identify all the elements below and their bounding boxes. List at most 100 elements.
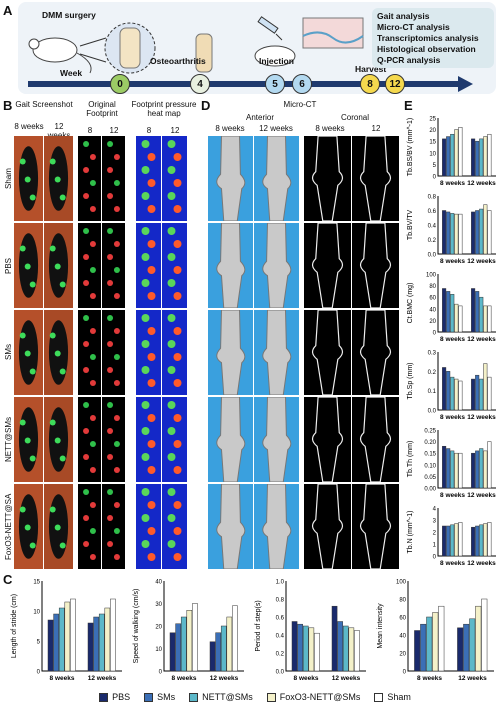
microct-anterior-drawing [262, 397, 292, 482]
gait-screenshot-image [44, 223, 73, 308]
gait-screenshot-image [14, 310, 43, 395]
bar [487, 441, 492, 489]
legend-swatch [374, 692, 384, 702]
microct-anterior-image [254, 223, 299, 308]
microct-coronal-drawing [359, 310, 392, 395]
x-tick-label: 12 weeks [467, 180, 496, 187]
bar [483, 523, 488, 557]
heatmap-image [162, 310, 187, 395]
legend-item: NETT@SMs [189, 692, 253, 702]
bar [483, 363, 488, 411]
bar [475, 525, 480, 557]
dmm-surgery-label: DMM surgery [42, 10, 96, 20]
x-tick-label: 12 weeks [458, 675, 487, 682]
heatmap-drawing [141, 314, 156, 387]
heatmap-drawing [141, 488, 156, 561]
microct-coronal-image [304, 136, 351, 221]
microct-anterior-image [254, 136, 299, 221]
y-tick-label: 20 [399, 652, 406, 658]
legend-swatch [144, 692, 154, 702]
week-marker-12: 12 [385, 74, 405, 94]
microct-anterior-image [254, 310, 299, 395]
gait-screenshot-drawing [18, 494, 39, 559]
y-tick-label: 2 [433, 531, 437, 537]
gait-screenshot-drawing [18, 407, 39, 472]
y-tick-label: 3 [433, 519, 437, 525]
x-tick-label: 8 weeks [440, 492, 465, 499]
legend: PBS SMs NETT@SMs FoxO3-NETT@SMs Sham [10, 690, 500, 704]
bar [487, 133, 492, 177]
sub-header: 8 [87, 126, 93, 135]
bar [58, 607, 65, 672]
microct-coronal-drawing [359, 223, 392, 308]
bar [308, 627, 315, 672]
y-tick-label: 30 [155, 602, 162, 608]
y-tick-label: 0.0 [276, 670, 285, 676]
y-tick-label: 0 [433, 175, 437, 181]
bar-chart-1: Speed of walking (cm/s) 0 10 20 30 40 8 weeks 1… [133, 580, 244, 682]
x-tick-label: 8 weeks [440, 336, 465, 343]
analysis-list: Gait analysis Micro-CT analysis Transcri… [372, 8, 494, 68]
y-tick-label: 20 [429, 128, 436, 134]
bar [471, 288, 476, 333]
bar [450, 524, 455, 557]
y-axis-label: Length of stride (cm) [11, 594, 18, 658]
x-tick-label: 8 weeks [440, 180, 465, 187]
sub-header: 12 [170, 126, 180, 135]
microct-anterior-drawing [216, 136, 246, 221]
microct-anterior-drawing [216, 310, 246, 395]
bar [454, 523, 459, 557]
y-tick-label: 0.6 [428, 209, 437, 215]
microct-coronal-image [304, 223, 351, 308]
footprint-drawing [83, 489, 96, 560]
y-tick-label: 0.4 [276, 634, 285, 640]
bar [481, 598, 488, 672]
y-tick-label: 0 [159, 670, 163, 676]
y-tick-label: 0.25 [424, 429, 436, 435]
bar [442, 367, 447, 411]
gait-screenshot-drawing [18, 320, 39, 385]
bar [479, 296, 484, 333]
bar [450, 213, 455, 255]
heatmap-drawing [141, 227, 156, 300]
x-tick-label: 8 weeks [172, 675, 197, 682]
heatmap-drawing [167, 401, 182, 474]
footprint-drawing [107, 402, 120, 473]
gait-screenshot-image [44, 136, 73, 221]
bar [104, 607, 111, 672]
bar [192, 603, 198, 672]
bar [87, 622, 94, 672]
microct-coronal-image [352, 310, 399, 395]
bar [458, 380, 463, 411]
harvest-label: Harvest [355, 64, 387, 74]
y-tick-label: 0.6 [276, 616, 285, 622]
gait-screenshot-image [14, 136, 43, 221]
gait-screenshot-image [44, 484, 73, 569]
bar [471, 211, 476, 255]
sub-header: 12 [109, 126, 119, 135]
bar [348, 627, 355, 672]
bar [232, 605, 238, 672]
x-tick-label: 12 weeks [332, 675, 361, 682]
y-axis-label: Speed of walking (cm/s) [133, 589, 140, 664]
bar [469, 618, 476, 672]
footprint-image [102, 484, 125, 569]
microct-coronal-image [352, 397, 399, 482]
bar [450, 294, 455, 333]
bar [302, 625, 309, 672]
analysis-item: Gait analysis [377, 11, 430, 21]
row-label: PBS [4, 257, 13, 274]
microct-coronal-drawing [311, 397, 344, 482]
y-tick-label: 0.00 [424, 487, 436, 493]
legend-item: Sham [374, 692, 411, 702]
bar-chart-6: Ct.BMC (mg) 0 20 40 60 80 100 8 weeks 12 weeks [407, 273, 496, 344]
row-label: FoxO3-NETT@SA [4, 493, 13, 560]
analysis-item: Micro-CT analysis [377, 22, 450, 32]
panel-letter-c: C [3, 572, 13, 587]
x-tick-label: 8 weeks [440, 560, 465, 567]
bar [297, 623, 303, 672]
x-tick-label: 12 weeks [467, 258, 496, 265]
microct-anterior-image [208, 484, 253, 569]
heatmap-image [162, 484, 187, 569]
heatmap-header: Footprint pressure heat map [131, 100, 197, 118]
